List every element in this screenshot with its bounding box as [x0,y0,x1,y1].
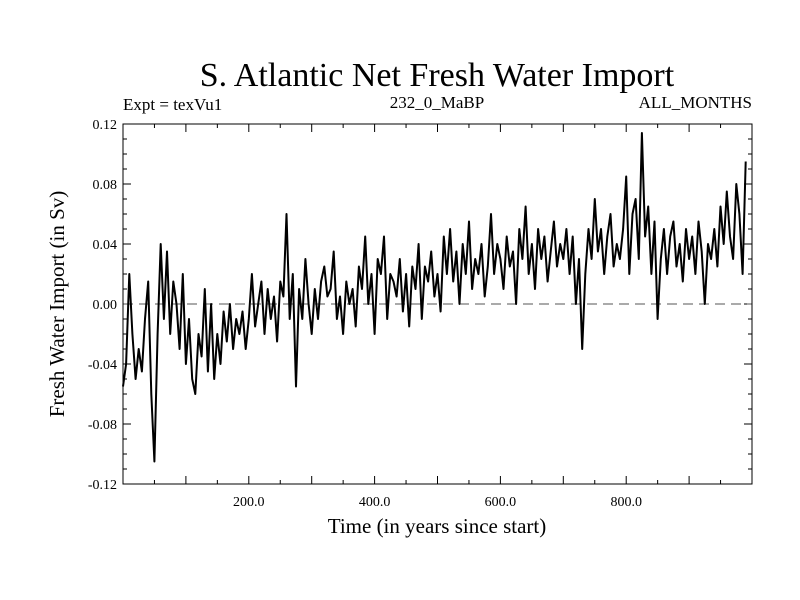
y-axis-label: Fresh Water Import (in Sv) [45,191,69,418]
months-label: ALL_MONTHS [639,93,752,112]
x-tick-label: 600.0 [485,495,517,510]
x-axis-label: Time (in years since start) [328,514,547,538]
y-tick-label: -0.04 [88,358,117,373]
plot-frame [122,123,753,485]
chart-title: S. Atlantic Net Fresh Water Import [200,57,675,94]
y-tick-label: -0.08 [88,418,117,433]
x-tick-label: 800.0 [610,495,642,510]
y-tick-label: -0.12 [88,478,117,493]
x-tick-label: 200.0 [233,495,265,510]
y-tick-label: 0.00 [93,298,118,313]
y-tick-label: 0.12 [93,118,118,133]
experiment-label: Expt = texVu1 [123,95,222,114]
axis-ticks [123,123,752,485]
y-tick-label: 0.08 [93,178,118,193]
period-label: 232_0_MaBP [390,93,484,112]
series-line-fresh-water-import [122,132,747,463]
axis-tick-labels: 0.12 0.08 0.04 0.00 -0.04 -0.08 -0.12 200.0 400.… [88,118,642,510]
y-tick-label: 0.04 [93,238,118,253]
x-tick-label: 400.0 [359,495,391,510]
